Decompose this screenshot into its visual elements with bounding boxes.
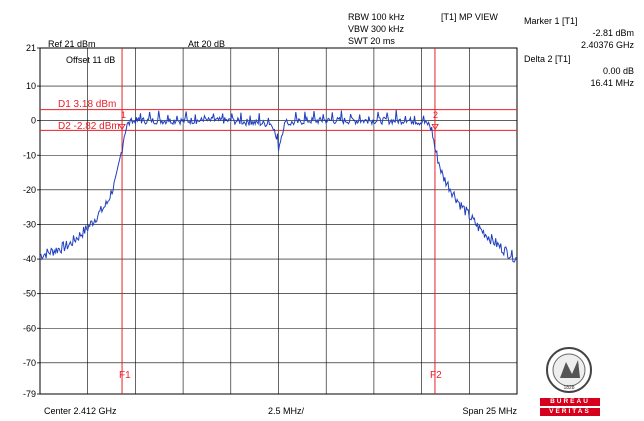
marker1-frequency: 2.40376 GHz	[580, 40, 634, 50]
y-tick-label: -79	[23, 389, 36, 399]
y-tick-label: -20	[23, 185, 36, 195]
f1-line-label: F1	[119, 370, 131, 381]
view-label: [T1] MP VIEW	[441, 12, 498, 22]
offset-label: Offset 11 dB	[66, 55, 116, 65]
center-frequency-label: Center 2.412 GHz	[44, 406, 117, 416]
y-tick-labels: 21 10 0 -10 -20 -30 -40 -50 -60 -70 -79	[23, 43, 40, 399]
attenuation-label: Att 20 dB	[188, 39, 226, 49]
swt-label: SWT 20 ms	[348, 36, 395, 46]
d2-line-label: D2 -2.82 dBm	[58, 121, 120, 132]
y-tick-label: 21	[26, 43, 36, 53]
y-tick-label: -40	[23, 254, 36, 264]
delta2-title: Delta 2 [T1]	[524, 54, 571, 64]
y-tick-label: -10	[23, 150, 36, 160]
marker-symbol	[118, 123, 126, 131]
y-tick-label: 0	[31, 116, 36, 126]
y-tick-label: -70	[23, 358, 36, 368]
marker1-title: Marker 1 [T1]	[524, 16, 578, 26]
spectrum-trace	[39, 109, 518, 263]
display-lines	[40, 48, 517, 394]
d1-line-label: D1 3.18 dBm	[58, 99, 117, 110]
grid	[40, 47, 517, 395]
y-tick-label: -30	[23, 219, 36, 229]
y-tick-label: -60	[23, 323, 36, 333]
marker1-number: 1	[121, 110, 127, 120]
marker-symbols	[118, 123, 439, 131]
y-tick-label: 10	[26, 81, 36, 91]
division-label: 2.5 MHz/	[268, 406, 305, 416]
marker-symbol	[431, 123, 439, 131]
f2-line-label: F2	[430, 370, 442, 381]
marker1-level: -2.81 dBm	[592, 28, 634, 38]
rbw-label: RBW 100 kHz	[348, 12, 405, 22]
vbw-label: VBW 300 kHz	[348, 24, 405, 34]
ref-level-label: Ref 21 dBm	[48, 39, 96, 49]
logo-bureau-text: BUREAU	[540, 398, 600, 406]
marker2-number: 2	[433, 110, 439, 120]
svg-text:1828: 1828	[563, 385, 574, 391]
span-label: Span 25 MHz	[462, 406, 517, 416]
y-tick-label: -50	[23, 289, 36, 299]
delta2-level: 0.00 dB	[602, 66, 634, 76]
bureau-veritas-seal-icon: 1828	[546, 347, 592, 393]
delta2-frequency: 16.41 MHz	[590, 78, 634, 88]
logo-veritas-text: VERITAS	[540, 408, 600, 416]
